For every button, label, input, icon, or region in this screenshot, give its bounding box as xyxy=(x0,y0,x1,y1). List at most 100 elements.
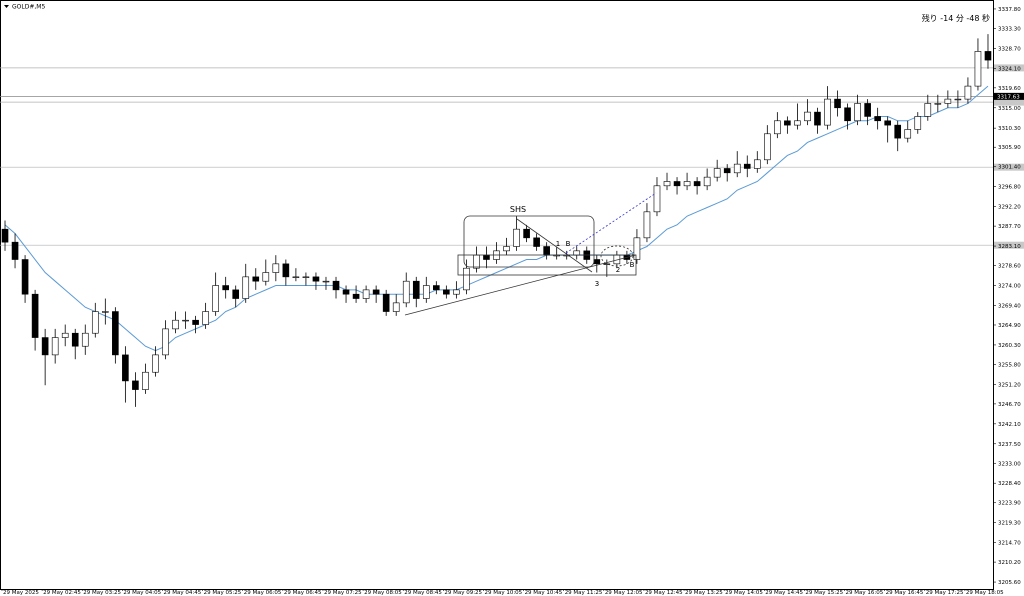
y-tick-label: 3287.70 xyxy=(998,224,1021,230)
candle-body xyxy=(81,332,89,347)
candle-body xyxy=(954,98,962,101)
candle-body xyxy=(312,276,320,282)
x-tick-label: 29 May 08:05 xyxy=(364,590,402,596)
x-tick-label: 29 May 14:45 xyxy=(765,590,803,596)
candle-body xyxy=(372,289,380,295)
candle-body xyxy=(784,120,791,126)
x-tick-label: 29 May 14:05 xyxy=(725,590,763,596)
y-tick-label: 3214.70 xyxy=(998,541,1021,547)
annotation-label: B xyxy=(630,261,635,269)
y-tick-label: 3260.30 xyxy=(998,343,1021,349)
candle-body xyxy=(61,332,69,338)
candle-body xyxy=(222,285,229,291)
range-box xyxy=(457,254,637,276)
candle-body xyxy=(533,237,540,247)
y-tick-label: 3337.80 xyxy=(998,7,1021,13)
levels xyxy=(0,64,1024,249)
candle-body xyxy=(412,280,420,299)
candle-body xyxy=(523,228,530,239)
candle-body xyxy=(102,311,109,313)
y-tick-label: 3324.10 xyxy=(998,66,1021,72)
candle-body xyxy=(663,181,671,187)
candle-body xyxy=(633,237,641,260)
annotation-label: 1 xyxy=(556,240,560,248)
candle-body xyxy=(392,302,400,312)
y-tick-label: 3305.90 xyxy=(998,145,1021,151)
candle-body xyxy=(573,250,581,256)
candle-body xyxy=(252,276,260,282)
candle-body xyxy=(774,120,781,135)
y-tick-label: 3264.90 xyxy=(998,323,1021,329)
candle-body xyxy=(443,289,450,295)
x-tick-label: 29 May 06:45 xyxy=(284,590,322,596)
y-tick-label: 3246.70 xyxy=(998,402,1021,408)
candle-body xyxy=(914,116,922,130)
candle-body xyxy=(342,289,350,295)
candle-body xyxy=(162,328,169,356)
candle-body xyxy=(463,267,470,291)
candle-body xyxy=(964,85,972,100)
candle-body xyxy=(352,293,360,299)
y-tick-label: 3269.40 xyxy=(998,303,1021,309)
y-tick-label: 3205.60 xyxy=(998,580,1021,586)
candle-body xyxy=(723,168,731,174)
y-tick-label: 3319.60 xyxy=(998,86,1021,92)
menu-arrow[interactable] xyxy=(4,5,9,8)
candle-body xyxy=(764,133,771,161)
y-tick-label: 3251.20 xyxy=(998,382,1021,388)
symbol-title: GOLD#,M5 xyxy=(12,4,45,11)
candle-body xyxy=(71,332,79,347)
candle-body xyxy=(713,168,721,178)
level-tag xyxy=(994,163,1024,171)
y-tick-label: 3328.70 xyxy=(998,46,1021,52)
y-tick-label: 3219.30 xyxy=(998,521,1021,527)
candle-body xyxy=(262,272,270,282)
candle-body xyxy=(422,285,430,299)
candle-body xyxy=(242,276,250,299)
candle-body xyxy=(693,181,701,187)
candle-body xyxy=(814,111,821,126)
candle-body xyxy=(673,181,681,187)
x-tick-label: 29 May 15:25 xyxy=(805,590,843,596)
y-tick-label: 3278.60 xyxy=(998,264,1021,270)
y-tick-label: 3223.90 xyxy=(998,501,1021,507)
x-tick-label: 29 May 13:25 xyxy=(685,590,723,596)
candle-body xyxy=(473,254,480,269)
candle-body xyxy=(152,354,159,373)
candle-body xyxy=(944,98,952,104)
candle-body xyxy=(804,111,811,122)
candle-body xyxy=(683,181,691,187)
candle-body xyxy=(112,311,119,356)
x-tick-label: 29 May 09:25 xyxy=(444,590,482,596)
candle-body xyxy=(172,319,179,330)
y-tick-label: 3228.40 xyxy=(998,481,1021,487)
x-tick-label: 29 May 12:45 xyxy=(645,590,683,596)
candle-body xyxy=(483,254,490,260)
x-tick-label: 29 May 17:25 xyxy=(926,590,964,596)
candle-body xyxy=(302,276,310,278)
candle-body xyxy=(703,176,711,187)
neckline xyxy=(516,218,593,273)
x-tick-label: 29 May 03:25 xyxy=(83,590,121,596)
annotation-label: 2 xyxy=(616,266,620,274)
candle-body xyxy=(854,103,861,122)
candle-body xyxy=(1,228,9,243)
bid-tag xyxy=(994,92,1024,100)
candle-body xyxy=(182,319,189,322)
candle-body xyxy=(272,263,280,273)
x-tick-label: 29 May 11:25 xyxy=(565,590,603,596)
x-tick-label: 29 May 16:45 xyxy=(886,590,924,596)
candle-body xyxy=(282,263,290,278)
candle-body xyxy=(824,98,831,126)
ma-layer xyxy=(4,85,989,352)
candle-body xyxy=(503,246,510,252)
axes: 3337.80 3333.30 3328.70 3324.10 3319.60 3315.… xyxy=(1,7,1024,596)
candle-body xyxy=(593,259,601,265)
target-line xyxy=(565,192,657,254)
candle-body xyxy=(643,211,651,239)
y-tick-label: 3301.40 xyxy=(998,165,1021,171)
x-tick-label: 29 May 10:05 xyxy=(484,590,522,596)
x-tick-label: 29 May 12:05 xyxy=(605,590,643,596)
candle-body xyxy=(904,129,912,139)
